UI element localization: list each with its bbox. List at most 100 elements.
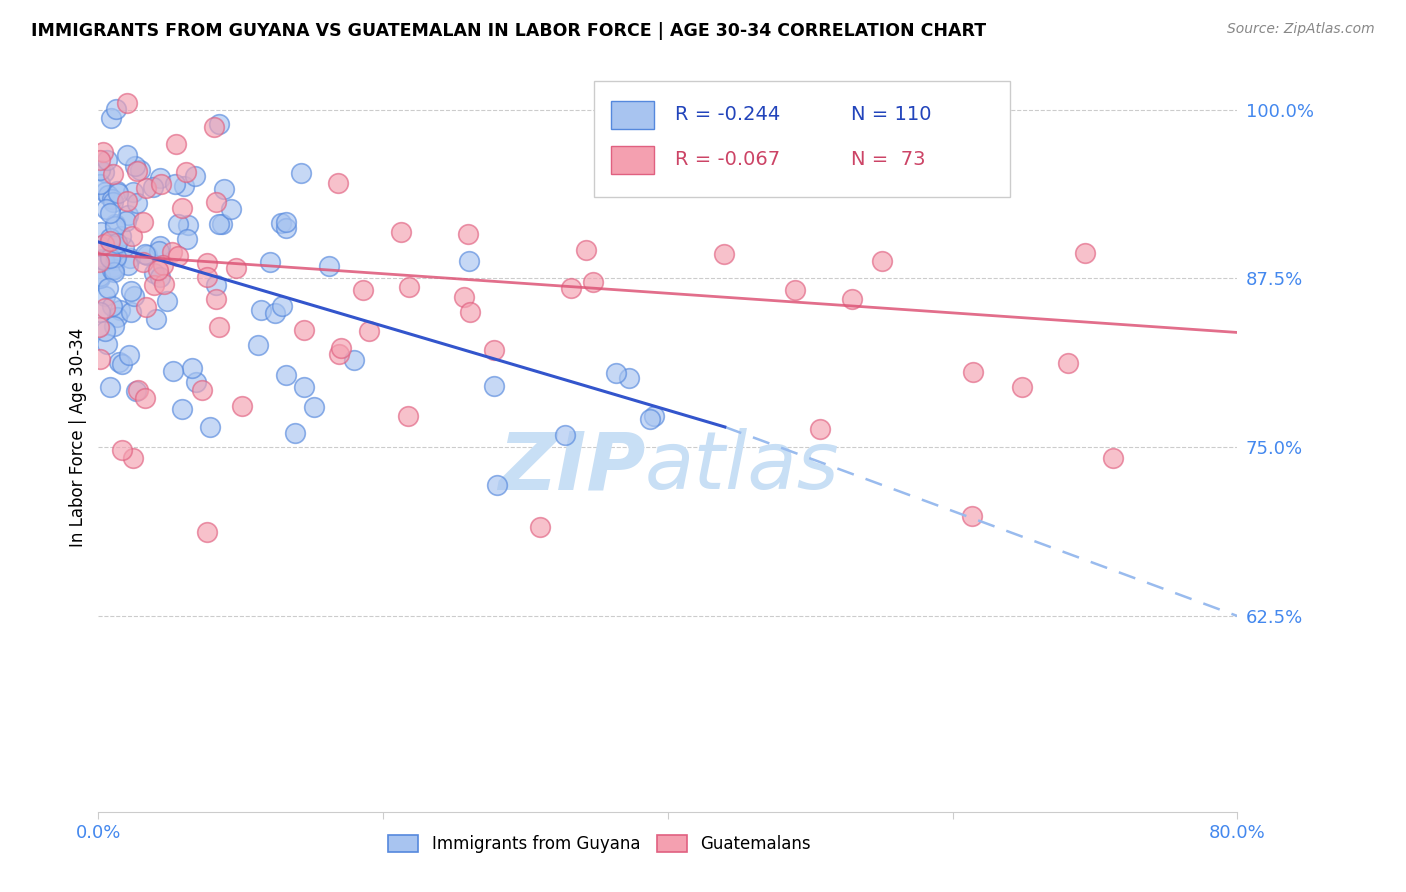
Point [605,366,627,380]
Point [208,320,231,334]
Point [849,144,872,158]
Point [135,181,157,195]
Point [115,147,138,161]
Point [783,283,806,297]
Point [107,236,129,251]
Point [529,520,551,534]
Point [124,159,146,173]
Point [180,360,202,375]
Point [225,260,247,275]
Text: Source: ZipAtlas.com: Source: ZipAtlas.com [1227,22,1375,37]
Point [554,427,576,442]
Point [118,348,141,362]
Point [212,182,235,196]
Point [117,208,139,222]
Point [97,188,120,202]
Point [103,319,125,334]
Point [129,162,152,177]
Point [98,251,121,265]
Point [132,215,155,229]
Point [98,379,121,393]
Point [115,213,138,227]
Point [271,299,294,313]
Point [343,353,366,368]
Point [91,252,114,267]
Point [89,163,111,178]
Point [104,219,127,233]
Point [152,258,174,272]
Point [396,409,419,423]
Point [107,186,129,201]
Point [292,380,315,394]
Point [103,167,125,181]
Point [294,323,316,337]
Point [174,165,197,179]
Point [815,123,838,137]
Point [148,244,170,259]
Point [148,262,170,277]
Point [110,228,132,243]
Point [1011,379,1033,393]
Point [453,290,475,304]
Point [101,262,124,277]
Point [98,231,121,245]
Point [274,215,297,229]
Point [115,194,138,208]
Point [103,218,125,232]
Point [121,229,143,244]
Point [1057,356,1080,370]
Point [219,202,242,216]
Point [120,284,142,298]
Point [149,239,172,253]
Point [263,306,285,320]
Point [132,255,155,269]
Point [89,268,111,283]
Point [94,289,117,303]
Point [205,277,228,292]
Point [117,258,139,272]
Point [103,261,125,276]
FancyBboxPatch shape [612,145,654,174]
Text: ZIP: ZIP [498,428,645,506]
Point [90,225,112,239]
Point [98,234,121,248]
Point [100,112,122,126]
Point [808,422,831,436]
Point [97,281,120,295]
Point [122,185,145,199]
Point [98,205,121,219]
Point [101,192,124,206]
Point [134,247,156,261]
Point [93,236,115,251]
Point [560,281,582,295]
Point [457,227,479,241]
Point [1074,245,1097,260]
Point [111,358,134,372]
Point [195,270,218,285]
Point [389,225,412,239]
Point [205,292,228,306]
Point [352,283,374,297]
Point [105,250,128,264]
Point [328,347,350,361]
Text: R = -0.244: R = -0.244 [675,105,780,124]
Point [191,383,214,397]
Point [96,337,118,351]
Point [575,243,598,257]
Point [284,426,307,441]
Point [103,265,125,279]
Point [89,153,111,167]
FancyBboxPatch shape [593,81,1010,197]
Point [457,253,479,268]
Point [125,164,148,178]
Point [259,255,281,269]
Point [89,271,111,285]
Point [165,178,187,192]
Point [198,420,221,434]
Point [162,364,184,378]
Point [165,137,187,152]
Point [482,378,505,392]
Point [205,195,228,210]
Point [167,217,190,231]
Point [643,409,665,423]
